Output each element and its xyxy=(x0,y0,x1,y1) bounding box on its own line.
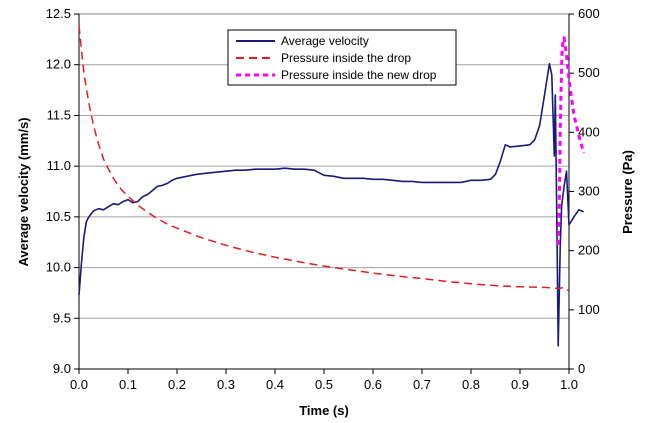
x-tick-label: 0.4 xyxy=(266,377,284,392)
x-tick-label: 1.0 xyxy=(560,377,578,392)
legend-label-pressure: Pressure inside the drop xyxy=(281,51,411,65)
legend-label-velocity: Average velocity xyxy=(281,34,369,48)
y2-axis-title: Pressure (Pa) xyxy=(620,150,635,234)
y2-tick-label: 0 xyxy=(578,361,585,376)
x-tick-label: 0.2 xyxy=(168,377,186,392)
axes: 9.0 9.5 10.0 10.5 11.0 11.5 12.0 12.5 0 100 200 300… xyxy=(46,6,600,392)
y2-tick-label: 100 xyxy=(578,302,600,317)
x-axis-title: Time (s) xyxy=(299,403,349,418)
y-tick-label: 12.5 xyxy=(46,6,71,21)
x-tick-label: 0.6 xyxy=(364,377,382,392)
legend: Average velocity Pressure inside the dro… xyxy=(227,29,457,86)
x-tick-label: 0.7 xyxy=(413,377,431,392)
grid-lines xyxy=(79,13,569,370)
y-tick-label: 10.0 xyxy=(46,260,71,275)
pressure-series-line xyxy=(78,25,570,292)
new-pressure-series-line xyxy=(556,36,586,245)
y2-tick-label: 300 xyxy=(578,184,600,199)
y-tick-label: 11.5 xyxy=(47,107,71,122)
x-tick-label: 0.8 xyxy=(462,377,480,392)
x-tick-label: 0.0 xyxy=(70,377,88,392)
x-tick-label: 0.9 xyxy=(511,377,529,392)
series-lines xyxy=(78,25,586,347)
y-tick-label: 12.0 xyxy=(46,57,71,72)
y2-tick-label: 400 xyxy=(578,124,600,139)
y-tick-label: 9.5 xyxy=(53,310,71,325)
y2-tick-label: 500 xyxy=(578,65,600,80)
y-tick-label: 10.5 xyxy=(46,209,71,224)
velocity-series-line xyxy=(78,62,585,347)
legend-label-new-pressure: Pressure inside the new drop xyxy=(281,68,437,82)
y2-tick-label: 600 xyxy=(578,6,600,21)
y-tick-label: 9.0 xyxy=(53,361,71,376)
x-tick-label: 0.1 xyxy=(119,377,137,392)
x-tick-label: 0.5 xyxy=(315,377,333,392)
x-tick-label: 0.3 xyxy=(217,377,235,392)
y-axis-title: Average velocity (mm/s) xyxy=(16,117,31,266)
y2-tick-label: 200 xyxy=(578,243,600,258)
y-tick-label: 11.0 xyxy=(47,158,71,173)
